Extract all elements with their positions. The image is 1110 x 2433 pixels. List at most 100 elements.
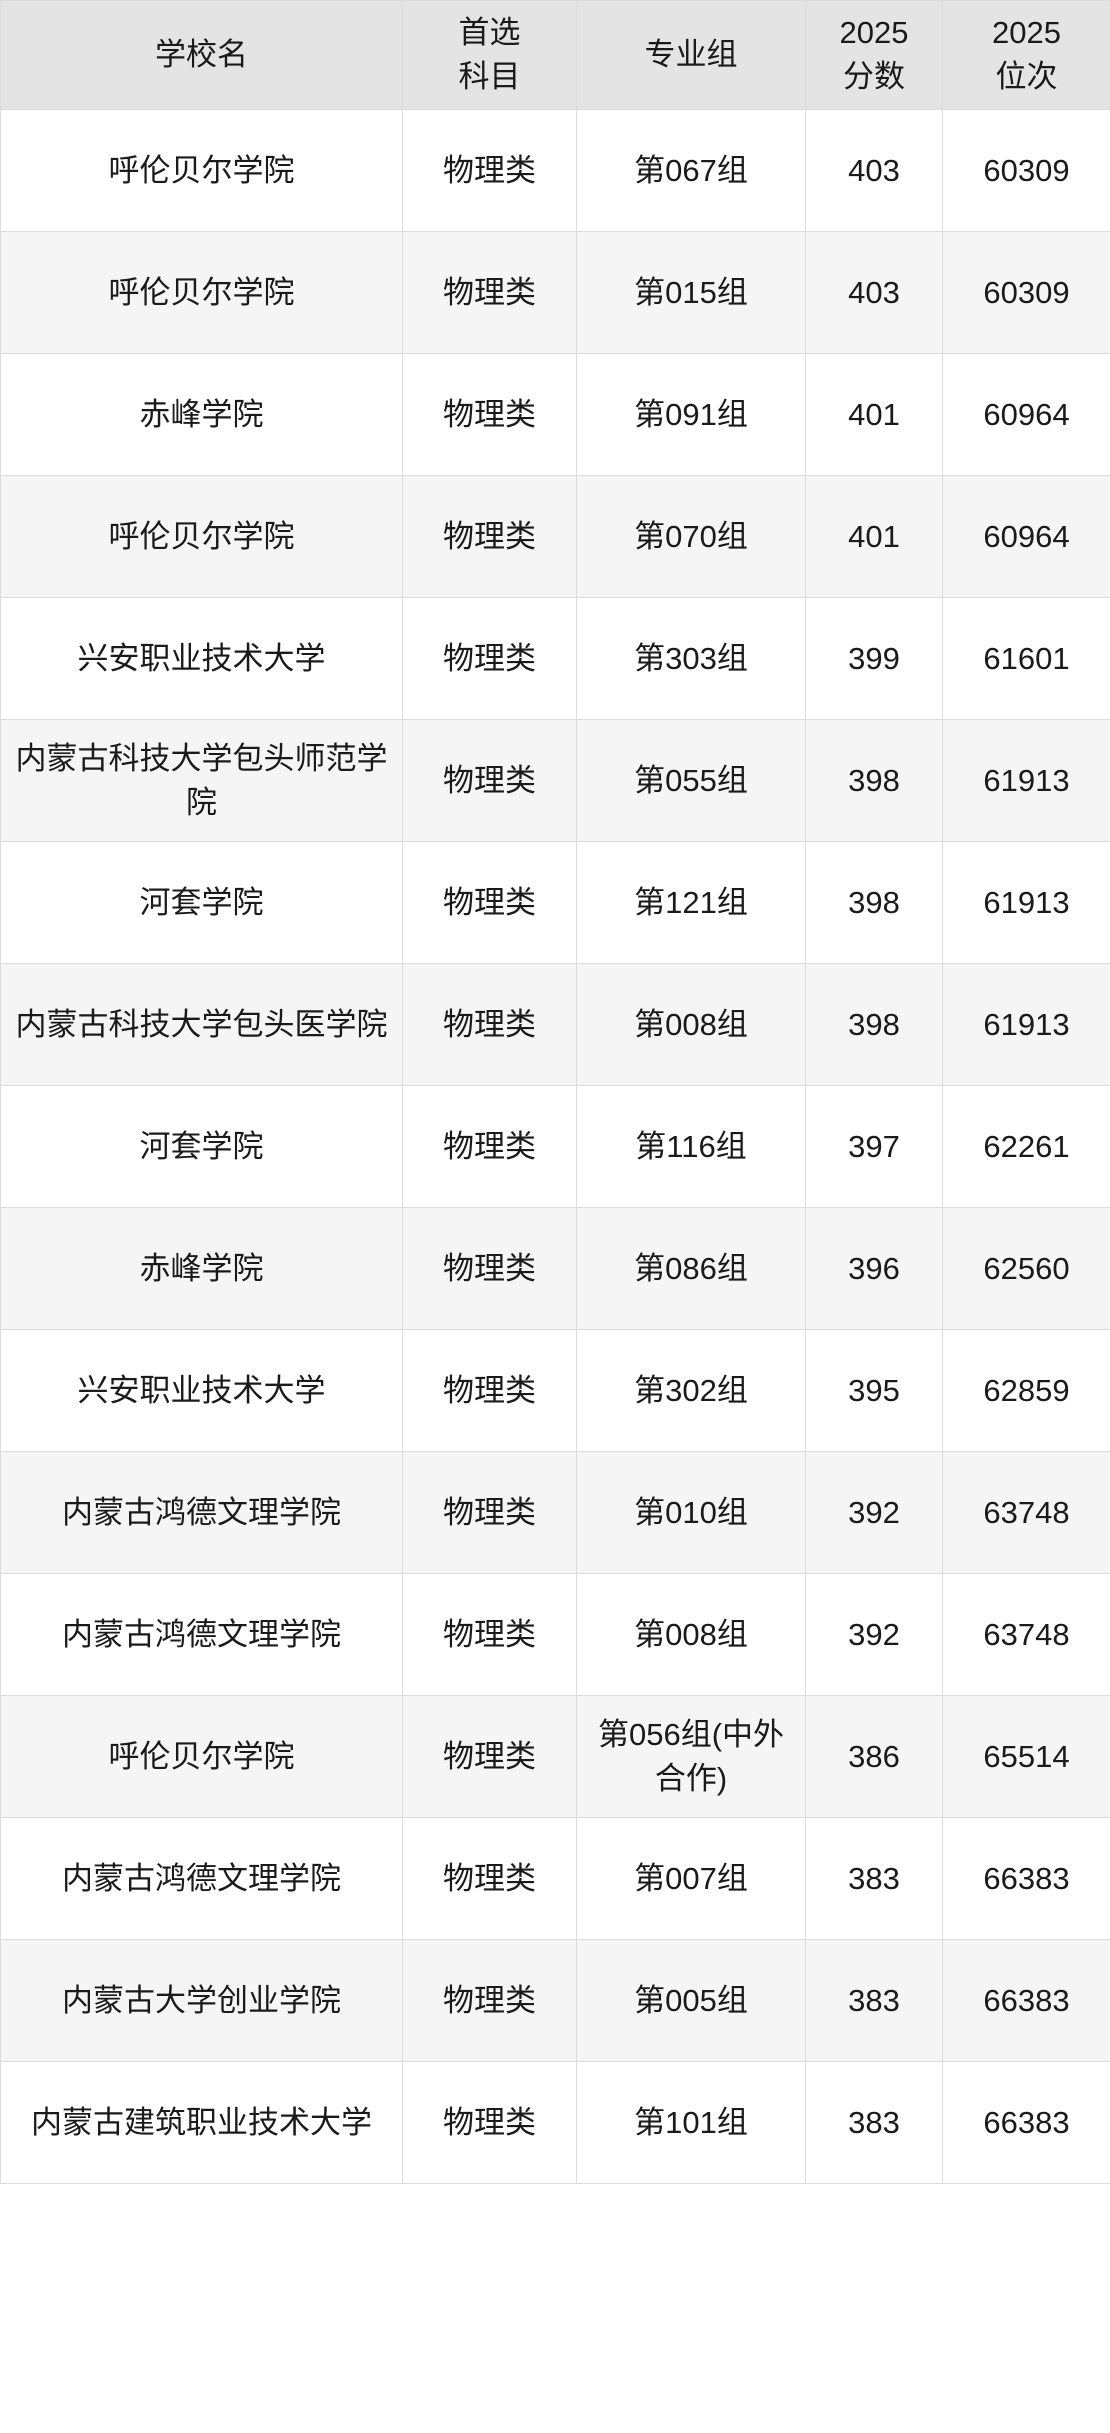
cell-rank: 60309 — [942, 231, 1110, 355]
cell-score-text: 398 — [848, 1006, 900, 1042]
cell-subject-text: 物理类 — [443, 1982, 536, 2018]
table-header: 学校名 首选 科目 专业组 2025 分数 2025 位次 — [0, 0, 1110, 111]
cell-rank-text: 65514 — [983, 1738, 1070, 1774]
table-row: 河套学院 物理类 第121组 398 61913 — [0, 841, 1110, 965]
cell-rank-text: 60964 — [983, 396, 1070, 432]
cell-subject: 物理类 — [402, 963, 577, 1087]
cell-score-text: 403 — [848, 152, 900, 188]
cell-rank-text: 60309 — [983, 152, 1070, 188]
cell-rank: 61601 — [942, 597, 1110, 721]
cell-school: 呼伦贝尔学院 — [0, 231, 403, 355]
cell-group: 第055组 — [576, 719, 806, 843]
column-header-school: 学校名 — [0, 0, 403, 111]
column-header-group-label: 专业组 — [644, 37, 738, 72]
cell-score-text: 392 — [848, 1616, 900, 1652]
cell-rank-text: 62261 — [983, 1128, 1070, 1164]
cell-subject-text: 物理类 — [443, 1616, 536, 1652]
cell-subject-text: 物理类 — [443, 518, 536, 554]
cell-score: 403 — [805, 231, 943, 355]
cell-rank: 65514 — [942, 1695, 1110, 1819]
cell-school-text: 内蒙古科技大学包头师范学院 — [15, 740, 388, 820]
cell-score-text: 398 — [848, 762, 900, 798]
cell-subject: 物理类 — [402, 1573, 577, 1697]
cell-group: 第101组 — [576, 2061, 806, 2185]
cell-school-text: 呼伦贝尔学院 — [108, 518, 295, 554]
cell-group-text: 第303组 — [634, 640, 748, 676]
cell-subject-text: 物理类 — [443, 1738, 536, 1774]
column-header-score-label: 2025 分数 — [839, 15, 909, 95]
cell-school: 内蒙古鸿德文理学院 — [0, 1817, 403, 1941]
cell-school-text: 内蒙古科技大学包头医学院 — [15, 1006, 388, 1042]
table-row: 内蒙古大学创业学院 物理类 第005组 383 66383 — [0, 1939, 1110, 2063]
cell-group-text: 第091组 — [634, 396, 748, 432]
cell-group-text: 第302组 — [634, 1372, 748, 1408]
cell-subject-text: 物理类 — [443, 884, 536, 920]
table-row: 兴安职业技术大学 物理类 第302组 395 62859 — [0, 1329, 1110, 1453]
table-row: 内蒙古鸿德文理学院 物理类 第007组 383 66383 — [0, 1817, 1110, 1941]
cell-rank: 63748 — [942, 1451, 1110, 1575]
cell-group-text: 第067组 — [634, 152, 748, 188]
cell-subject: 物理类 — [402, 109, 577, 233]
cell-score-text: 399 — [848, 640, 900, 676]
cell-subject-text: 物理类 — [443, 2104, 536, 2140]
cell-score: 398 — [805, 841, 943, 965]
cell-group: 第302组 — [576, 1329, 806, 1453]
cell-rank-text: 62859 — [983, 1372, 1070, 1408]
cell-school-text: 内蒙古鸿德文理学院 — [62, 1860, 341, 1896]
cell-rank-text: 66383 — [983, 2104, 1070, 2140]
table-row: 内蒙古鸿德文理学院 物理类 第008组 392 63748 — [0, 1573, 1110, 1697]
cell-group-text: 第010组 — [634, 1494, 748, 1530]
cell-rank-text: 61601 — [983, 640, 1070, 676]
cell-rank-text: 63748 — [983, 1494, 1070, 1530]
cell-score: 398 — [805, 719, 943, 843]
table-row: 内蒙古建筑职业技术大学 物理类 第101组 383 66383 — [0, 2061, 1110, 2185]
cell-group: 第067组 — [576, 109, 806, 233]
table-row: 兴安职业技术大学 物理类 第303组 399 61601 — [0, 597, 1110, 721]
column-header-subject-label: 首选 科目 — [458, 15, 521, 95]
cell-score: 399 — [805, 597, 943, 721]
cell-score-text: 397 — [848, 1128, 900, 1164]
cell-rank-text: 60309 — [983, 274, 1070, 310]
cell-score: 403 — [805, 109, 943, 233]
cell-subject: 物理类 — [402, 841, 577, 965]
cell-school-text: 河套学院 — [139, 1128, 264, 1164]
cell-rank-text: 61913 — [983, 884, 1070, 920]
cell-score: 396 — [805, 1207, 943, 1331]
cell-subject-text: 物理类 — [443, 1128, 536, 1164]
cell-group-text: 第086组 — [634, 1250, 748, 1286]
cell-rank: 62560 — [942, 1207, 1110, 1331]
admission-score-table: 学校名 首选 科目 专业组 2025 分数 2025 位次 呼伦贝尔学院 物理类第… — [0, 0, 1110, 2185]
cell-group: 第116组 — [576, 1085, 806, 1209]
cell-school-text: 呼伦贝尔学院 — [108, 152, 295, 188]
cell-subject: 物理类 — [402, 1939, 577, 2063]
cell-rank-text: 66383 — [983, 1982, 1070, 2018]
cell-subject: 物理类 — [402, 719, 577, 843]
cell-group: 第007组 — [576, 1817, 806, 1941]
cell-rank: 62261 — [942, 1085, 1110, 1209]
cell-school-text: 内蒙古大学创业学院 — [62, 1982, 341, 2018]
table-row: 赤峰学院 物理类 第086组 396 62560 — [0, 1207, 1110, 1331]
cell-rank: 61913 — [942, 719, 1110, 843]
table-row: 呼伦贝尔学院 物理类 第015组 403 60309 — [0, 231, 1110, 355]
cell-school: 内蒙古建筑职业技术大学 — [0, 2061, 403, 2185]
cell-subject-text: 物理类 — [443, 152, 536, 188]
cell-school: 赤峰学院 — [0, 1207, 403, 1331]
cell-rank: 66383 — [942, 1939, 1110, 2063]
cell-school: 兴安职业技术大学 — [0, 1329, 403, 1453]
table-row: 内蒙古科技大学包头医学院 物理类 第008组 398 61913 — [0, 963, 1110, 1087]
cell-score-text: 398 — [848, 884, 900, 920]
table-row: 内蒙古科技大学包头师范学院 物理类 第055组 398 61913 — [0, 719, 1110, 843]
cell-group-text: 第005组 — [634, 1982, 748, 2018]
cell-subject-text: 物理类 — [443, 1250, 536, 1286]
cell-group: 第056组(中外合作) — [576, 1695, 806, 1819]
table-header-row: 学校名 首选 科目 专业组 2025 分数 2025 位次 — [0, 0, 1110, 111]
cell-group: 第086组 — [576, 1207, 806, 1331]
cell-subject: 物理类 — [402, 2061, 577, 2185]
cell-score-text: 392 — [848, 1494, 900, 1530]
cell-group-text: 第055组 — [634, 762, 748, 798]
cell-score-text: 401 — [848, 518, 900, 554]
cell-school: 赤峰学院 — [0, 353, 403, 477]
cell-school: 内蒙古鸿德文理学院 — [0, 1451, 403, 1575]
cell-group-text: 第008组 — [634, 1006, 748, 1042]
cell-subject: 物理类 — [402, 1451, 577, 1575]
